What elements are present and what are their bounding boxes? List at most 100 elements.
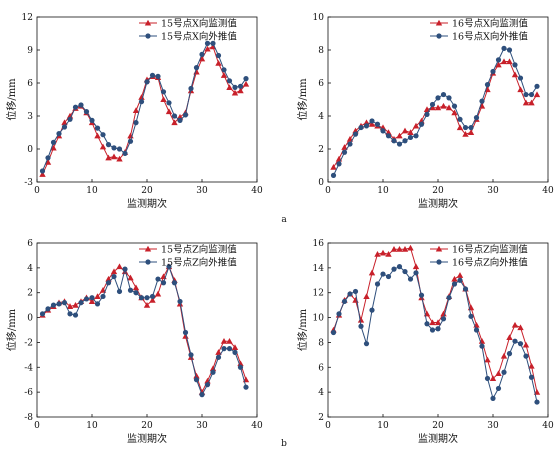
- legend-marker: [144, 19, 152, 26]
- data-point-observed: [231, 344, 239, 350]
- data-point-extrapolated: [89, 117, 95, 123]
- data-point-extrapolated: [358, 124, 364, 131]
- data-point-observed: [154, 290, 162, 297]
- y-tick-label: 6: [27, 79, 33, 89]
- series-line-extrapolated: [333, 266, 538, 403]
- data-point-observed: [434, 319, 442, 326]
- data-point-extrapolated: [374, 281, 381, 287]
- series-line-extrapolated: [42, 265, 247, 396]
- y-tick-label: -2: [24, 338, 33, 348]
- data-point-extrapolated: [341, 149, 348, 155]
- x-tick-label: 0: [325, 186, 331, 196]
- data-point-extrapolated: [243, 384, 249, 390]
- data-point-observed: [110, 153, 118, 160]
- data-point-observed: [456, 272, 464, 278]
- data-point-extrapolated: [424, 111, 430, 117]
- data-point-observed: [226, 84, 233, 90]
- data-point-extrapolated: [402, 138, 408, 144]
- legend-entry: 15号点X向外推值: [161, 31, 237, 43]
- data-point-observed: [231, 89, 239, 96]
- data-point-extrapolated: [243, 76, 249, 82]
- data-point-extrapolated: [89, 295, 95, 301]
- x-tick-label: 20: [432, 186, 444, 196]
- data-point-extrapolated: [490, 395, 496, 401]
- data-point-extrapolated: [402, 268, 408, 275]
- data-point-extrapolated: [534, 399, 540, 405]
- data-point-observed: [396, 246, 403, 252]
- data-point-extrapolated: [479, 343, 485, 349]
- data-point-extrapolated: [528, 91, 535, 98]
- chart-b-left: 0 10 20 30 40 -8 -6 -4 -2 0 2 4 6 监测期次 位移/mm 15号点Z向监测值1…: [5, 239, 263, 445]
- data-point-observed: [379, 249, 387, 256]
- data-point-extrapolated: [171, 280, 178, 286]
- x-tick-label: 30: [487, 421, 499, 431]
- data-point-observed: [390, 246, 398, 252]
- data-point-observed: [489, 375, 497, 382]
- data-point-observed: [127, 274, 134, 281]
- panel-label-b: b: [281, 439, 287, 449]
- data-point-extrapolated: [429, 101, 436, 108]
- data-point-observed: [105, 154, 112, 161]
- y-tick-label: 2: [318, 413, 324, 423]
- data-point-observed: [132, 284, 140, 291]
- data-point-observed: [209, 365, 217, 372]
- data-point-extrapolated: [424, 321, 430, 327]
- data-point-observed: [401, 127, 409, 134]
- x-tick-label: 40: [542, 421, 554, 431]
- x-tick-label: 30: [196, 421, 208, 431]
- y-tick-label: -3: [24, 178, 33, 188]
- data-point-extrapolated: [72, 104, 79, 110]
- data-point-extrapolated: [61, 124, 68, 130]
- data-point-observed: [374, 250, 381, 257]
- data-point-extrapolated: [45, 306, 51, 312]
- data-point-extrapolated: [199, 392, 205, 398]
- series-line-observed: [42, 265, 247, 394]
- data-point-extrapolated: [358, 323, 364, 329]
- y-tick-label: -8: [24, 413, 33, 423]
- data-point-extrapolated: [188, 85, 194, 92]
- x-tick-label: 40: [542, 186, 554, 196]
- data-point-observed: [198, 55, 206, 62]
- data-point-observed: [451, 275, 458, 282]
- data-point-extrapolated: [193, 65, 200, 71]
- data-point-observed: [396, 132, 403, 139]
- data-point-extrapolated: [473, 327, 480, 333]
- data-point-extrapolated: [506, 351, 513, 357]
- data-point-observed: [412, 122, 420, 129]
- data-point-observed: [330, 163, 337, 170]
- x-tick-label: 10: [377, 421, 389, 431]
- y-tick-label: 6: [318, 363, 324, 373]
- data-point-observed: [467, 129, 475, 136]
- data-point-extrapolated: [517, 75, 524, 81]
- data-point-extrapolated: [100, 132, 106, 138]
- data-point-extrapolated: [380, 271, 386, 277]
- data-point-extrapolated: [363, 123, 370, 129]
- data-point-extrapolated: [138, 295, 145, 301]
- x-tick-label: 20: [141, 421, 153, 431]
- data-point-extrapolated: [50, 302, 57, 308]
- x-axis-label: 监测期次: [127, 197, 167, 210]
- data-point-observed: [50, 144, 57, 151]
- data-point-observed: [220, 72, 228, 78]
- data-point-extrapolated: [67, 311, 73, 317]
- data-point-extrapolated: [457, 116, 463, 122]
- data-point-extrapolated: [473, 115, 480, 121]
- data-point-observed: [341, 144, 348, 150]
- data-point-extrapolated: [440, 91, 447, 98]
- x-tick-label: 40: [251, 186, 263, 196]
- data-point-extrapolated: [160, 280, 167, 286]
- data-point-observed: [522, 341, 530, 348]
- y-tick-label: 3: [27, 112, 33, 122]
- data-point-extrapolated: [100, 293, 106, 300]
- data-point-extrapolated: [215, 354, 222, 360]
- data-point-extrapolated: [182, 112, 189, 118]
- data-point-extrapolated: [407, 276, 414, 282]
- data-point-extrapolated: [155, 73, 161, 79]
- data-point-observed: [407, 244, 414, 251]
- data-point-extrapolated: [336, 311, 342, 317]
- x-tick-label: 30: [196, 186, 208, 196]
- data-point-observed: [226, 337, 233, 344]
- data-point-extrapolated: [149, 293, 156, 300]
- data-point-observed: [368, 269, 376, 276]
